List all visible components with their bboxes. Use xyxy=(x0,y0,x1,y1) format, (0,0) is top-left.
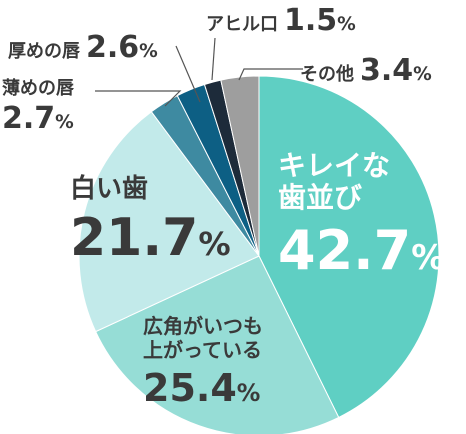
label-text: 厚めの唇 xyxy=(8,41,80,62)
data-label: 25.4 xyxy=(143,366,237,410)
slice-label-duck-mouth: アヒル口 1.5% xyxy=(206,6,356,36)
unit-label: % xyxy=(337,14,356,35)
pie-slice-white-teeth xyxy=(78,111,260,333)
slice-label-teeth-row: キレイな 歯並び 42.7% xyxy=(278,149,445,283)
data-label: 3.4 xyxy=(360,53,414,88)
unit-label: % xyxy=(413,64,432,85)
leader-line-other xyxy=(238,68,303,81)
data-label: 2.7 xyxy=(2,101,56,136)
slice-label-thick-lips: 厚めの唇 2.6% xyxy=(8,33,158,63)
label-text: 歯並び xyxy=(278,181,363,215)
leader-line-thin-lips xyxy=(95,90,182,107)
label-text: キレイな xyxy=(278,149,391,182)
data-label: 42.7 xyxy=(278,219,412,283)
slice-label-thin-lips: 薄めの唇 2.7% xyxy=(2,80,74,134)
unit-label: % xyxy=(55,112,74,133)
slice-label-mouth-corners: 広角がいつも 上がっている 25.4% xyxy=(143,314,263,412)
label-text: 白い歯 xyxy=(70,174,149,204)
leader-line-duck-mouth xyxy=(211,37,216,81)
data-label: 2.6 xyxy=(86,30,140,65)
unit-label: % xyxy=(411,238,445,278)
label-text: 薄めの唇 xyxy=(2,78,74,99)
data-label: 1.5 xyxy=(284,3,338,38)
data-label: 21.7 xyxy=(70,208,199,268)
unit-label: % xyxy=(198,225,231,263)
slice-label-other: その他 3.4% xyxy=(300,56,432,86)
label-text: 広角がいつも xyxy=(143,314,263,338)
leader-line-thick-lips xyxy=(175,45,201,103)
slice-label-white-teeth: 白い歯 21.7% xyxy=(70,176,231,264)
label-text: アヒル口 xyxy=(206,14,278,35)
label-text: その他 xyxy=(300,64,354,85)
label-text: 上がっている xyxy=(143,338,262,362)
unit-label: % xyxy=(236,379,261,407)
unit-label: % xyxy=(139,41,158,62)
pie-slice-mouth-corners xyxy=(94,255,340,434)
pie-slice-teeth-row xyxy=(258,75,440,419)
